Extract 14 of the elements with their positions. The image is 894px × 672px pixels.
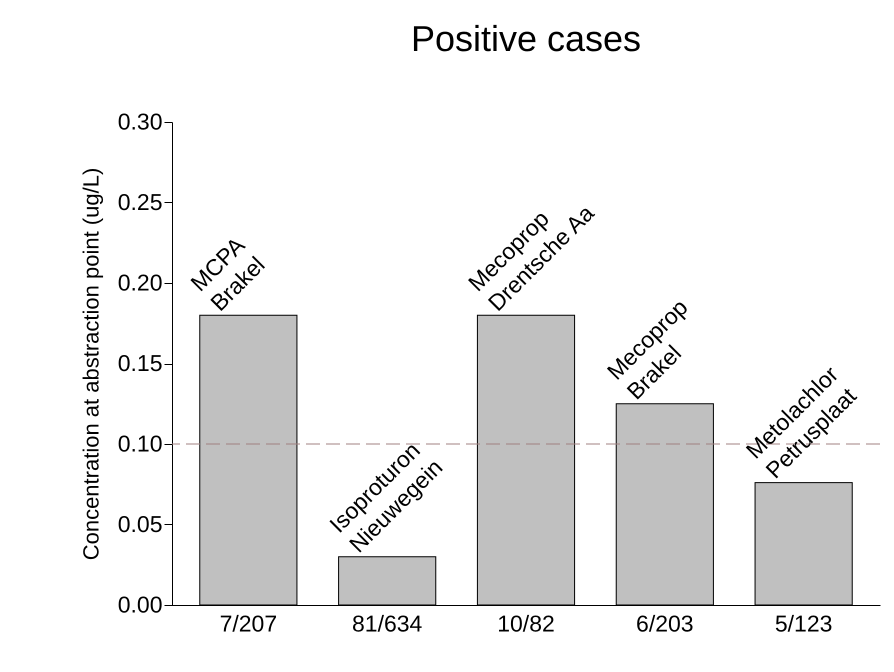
chart-title: Positive cases <box>410 18 642 59</box>
y-tick-label: 0.10 <box>118 430 162 456</box>
x-tick-label: 7/207 <box>220 610 278 636</box>
x-tick-label: 6/203 <box>636 610 694 636</box>
x-tick-label: 5/123 <box>774 610 832 636</box>
x-tick-label: 10/82 <box>497 610 555 636</box>
y-tick-label: 0.20 <box>118 270 162 296</box>
y-tick-label: 0.00 <box>118 592 162 618</box>
y-tick-label: 0.30 <box>118 108 162 134</box>
y-tick-label: 0.05 <box>118 511 162 537</box>
x-tick-label: 81/634 <box>352 610 423 636</box>
y-axis-title: Concentration at abstraction point (ug/L) <box>78 168 104 560</box>
y-tick-label: 0.15 <box>118 350 162 376</box>
y-tick-label: 0.25 <box>118 189 162 215</box>
